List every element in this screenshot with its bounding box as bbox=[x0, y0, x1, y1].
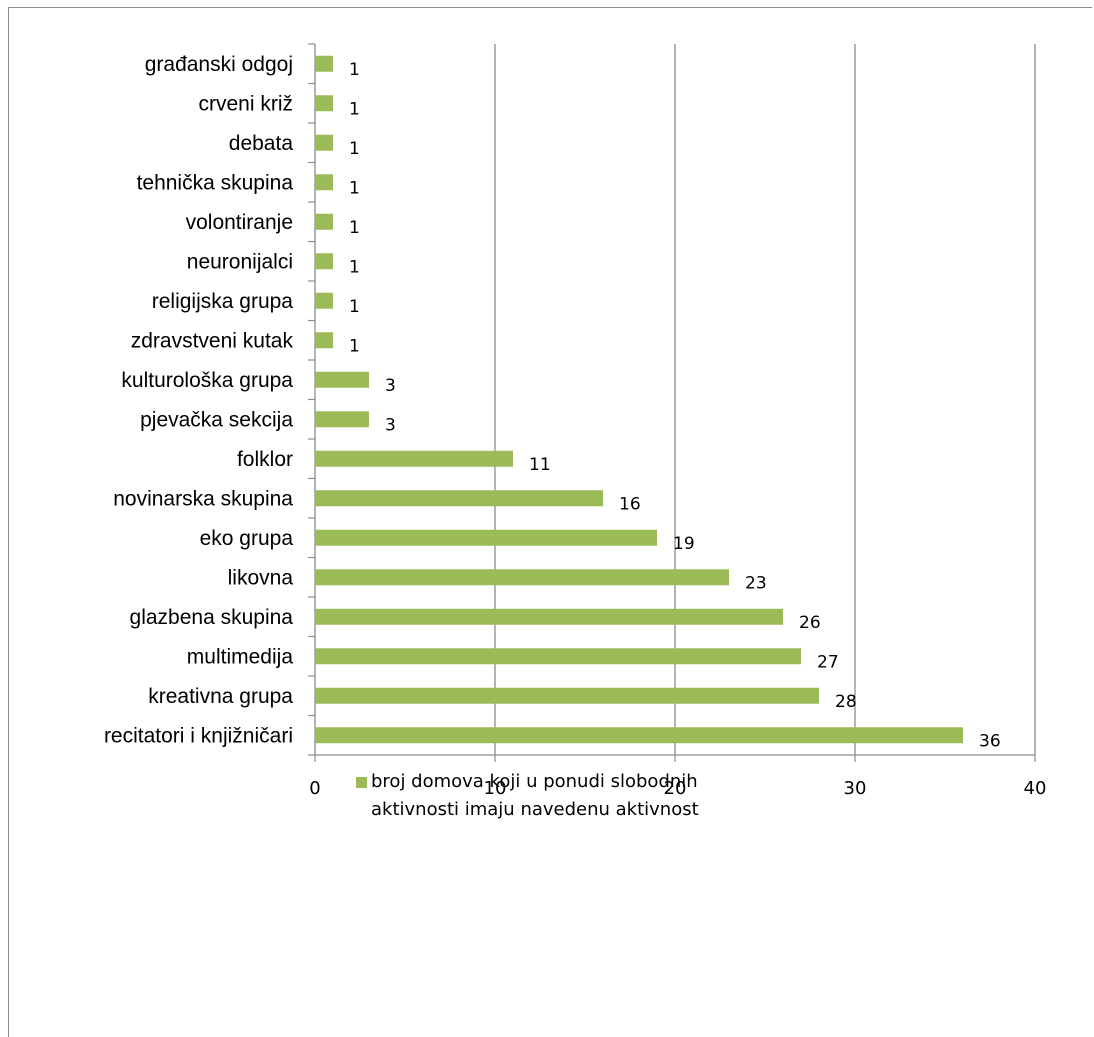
category-label-14: glazbena skupina bbox=[130, 606, 294, 629]
bar-14 bbox=[315, 608, 783, 625]
legend-swatch bbox=[356, 777, 367, 788]
bar-8 bbox=[315, 371, 369, 388]
data-label-7: 1 bbox=[349, 336, 360, 356]
data-label-0: 1 bbox=[349, 60, 360, 80]
data-label-9: 3 bbox=[385, 415, 396, 435]
chart-frame bbox=[8, 7, 1092, 1037]
data-label-12: 19 bbox=[673, 534, 695, 554]
x-tick-label-40: 40 bbox=[1024, 778, 1047, 799]
data-label-4: 1 bbox=[349, 218, 360, 238]
data-label-16: 28 bbox=[835, 692, 857, 712]
category-label-11: novinarska skupina bbox=[113, 487, 293, 510]
bar-0 bbox=[315, 55, 333, 72]
bar-1 bbox=[315, 95, 333, 112]
category-label-2: debata bbox=[229, 132, 294, 155]
bar-5 bbox=[315, 253, 333, 270]
bar-6 bbox=[315, 292, 333, 309]
category-label-17: recitatori i knjižničari bbox=[104, 724, 293, 747]
category-label-15: multimedija bbox=[187, 645, 294, 668]
data-label-6: 1 bbox=[349, 297, 360, 317]
legend-label: broj domova koji u ponudi slobodnih akti… bbox=[371, 771, 699, 820]
x-tick-label-30: 30 bbox=[844, 778, 867, 799]
data-label-17: 36 bbox=[979, 731, 1001, 751]
category-label-10: folklor bbox=[237, 448, 293, 471]
category-label-7: zdravstveni kutak bbox=[131, 329, 294, 352]
bar-12 bbox=[315, 529, 657, 546]
bar-13 bbox=[315, 569, 729, 586]
bar-9 bbox=[315, 411, 369, 428]
category-label-12: eko grupa bbox=[200, 527, 294, 550]
data-label-10: 11 bbox=[529, 455, 551, 475]
category-label-4: volontiranje bbox=[186, 211, 293, 234]
category-label-1: crveni križ bbox=[198, 92, 293, 115]
data-label-1: 1 bbox=[349, 99, 360, 119]
bar-10 bbox=[315, 450, 513, 467]
category-label-13: likovna bbox=[228, 566, 294, 589]
data-label-5: 1 bbox=[349, 257, 360, 277]
data-label-8: 3 bbox=[385, 376, 396, 396]
x-tick-label-20: 20 bbox=[664, 778, 687, 799]
bar-7 bbox=[315, 332, 333, 349]
category-label-0: građanski odgoj bbox=[145, 53, 293, 76]
category-label-3: tehnička skupina bbox=[137, 171, 294, 194]
data-label-2: 1 bbox=[349, 139, 360, 159]
data-label-13: 23 bbox=[745, 573, 767, 593]
legend: broj domova koji u ponudi slobodnih akti… bbox=[356, 768, 716, 824]
category-label-9: pjevačka sekcija bbox=[140, 408, 293, 431]
data-label-14: 26 bbox=[799, 613, 821, 633]
category-label-16: kreativna grupa bbox=[148, 685, 293, 708]
category-label-6: religijska grupa bbox=[152, 290, 294, 313]
bar-15 bbox=[315, 648, 801, 665]
x-tick-label-0: 0 bbox=[309, 778, 320, 799]
bar-17 bbox=[315, 727, 963, 744]
data-label-3: 1 bbox=[349, 178, 360, 198]
data-label-15: 27 bbox=[817, 652, 839, 672]
bar-11 bbox=[315, 490, 603, 507]
bar-2 bbox=[315, 134, 333, 151]
bar-16 bbox=[315, 687, 819, 704]
bar-4 bbox=[315, 213, 333, 230]
category-label-8: kulturološka grupa bbox=[121, 369, 293, 392]
x-tick-label-10: 10 bbox=[484, 778, 507, 799]
data-label-11: 16 bbox=[619, 494, 641, 514]
bar-3 bbox=[315, 174, 333, 191]
category-label-5: neuronijalci bbox=[187, 250, 293, 273]
